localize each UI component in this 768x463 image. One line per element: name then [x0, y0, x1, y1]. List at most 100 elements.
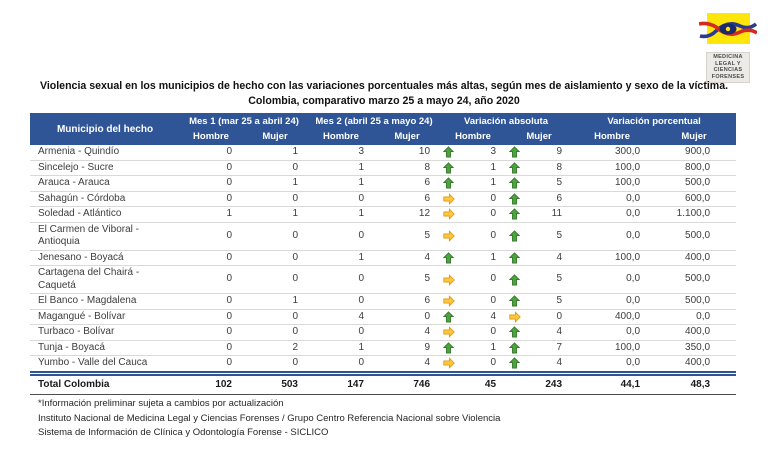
variacion-porcentual-mujer-cell: 900,0 [652, 145, 737, 161]
municipality-cell: Cartagena del Chairá - Caquetá [30, 265, 180, 294]
mes1-mujer-cell: 0 [242, 265, 308, 294]
report-subtitle: Colombia, comparativo marzo 25 a mayo 24… [248, 95, 520, 107]
mes1-hombre-cell: 0 [180, 250, 242, 266]
mes2-hombre-cell: 0 [308, 265, 374, 294]
variacion-value: 1 [490, 341, 497, 353]
table-row: El Carmen de Viboral - Antioquia 0 0 0 5 0 5 0,… [30, 222, 737, 251]
table-body: Armenia - Quindío 0 1 3 10 3 9 300,0 900,0 Sincel… [30, 145, 737, 374]
mes1-mujer-cell: 0 [242, 191, 308, 207]
variacion-value: 0 [490, 208, 497, 219]
mes2-mujer-cell: 8 [374, 160, 441, 176]
arrow-right-icon [443, 295, 455, 308]
variacion-value: 7 [556, 341, 563, 353]
variacion-porcentual-hombre-cell: 100,0 [572, 250, 653, 266]
mes1-mujer-cell: 1 [242, 175, 308, 192]
table-row: Arauca - Arauca 0 1 1 6 1 5 100,0 500,0 [30, 175, 737, 192]
mes1-mujer-cell: 0 [242, 324, 308, 341]
variacion-absoluta-hombre-cell: 0 [440, 324, 507, 341]
variacion-absoluta-hombre-cell: 1 [440, 175, 507, 192]
mes1-hombre-cell: 0 [180, 222, 242, 251]
arrow-up-icon [509, 162, 521, 174]
mes1-mujer-cell: 0 [242, 160, 308, 176]
arrow-right-icon [443, 326, 455, 339]
mes2-mujer-cell: 5 [374, 265, 441, 294]
variacion-porcentual-hombre-cell: 0,0 [572, 265, 653, 294]
col-group-mes1: Mes 1 (mar 25 a abril 24) [180, 113, 308, 130]
variacion-absoluta-hombre-cell: 0 [440, 222, 507, 251]
variacion-value: 3 [490, 146, 497, 157]
mes1-mujer-cell: 0 [242, 250, 308, 266]
table-row: Sincelejo - Sucre 0 0 1 8 1 8 100,0 800,0 [30, 160, 737, 176]
total-va-hombre-cell: 45 [440, 370, 507, 395]
mes2-hombre-cell: 0 [308, 191, 374, 207]
arrow-up-icon [509, 177, 521, 189]
mes2-mujer-cell: 0 [374, 309, 441, 325]
variacion-porcentual-hombre-cell: 300,0 [572, 145, 653, 161]
variacion-value: 11 [551, 208, 563, 219]
variacion-absoluta-mujer-cell: 4 [506, 250, 573, 266]
variacion-absoluta-hombre-cell: 1 [440, 340, 507, 356]
arrow-up-icon [443, 162, 455, 174]
mes2-mujer-cell: 4 [374, 324, 441, 341]
mes1-hombre-cell: 0 [180, 293, 242, 310]
logo-caption-line: LEGAL Y [715, 60, 741, 67]
mes2-mujer-cell: 6 [374, 191, 441, 207]
municipality-cell: Sahagún - Córdoba [30, 191, 180, 207]
municipality-cell: Tunja - Boyacá [30, 340, 180, 356]
variacion-value: 5 [556, 273, 563, 285]
total-va-mujer-cell: 243 [506, 370, 573, 395]
variacion-porcentual-hombre-cell: 0,0 [572, 191, 653, 207]
municipality-cell: Arauca - Arauca [30, 175, 180, 192]
col-group-mes2: Mes 2 (abril 25 a mayo 24) [308, 113, 441, 130]
mes2-hombre-cell: 0 [308, 222, 374, 251]
table-row: Jenesano - Boyacá 0 0 1 4 1 4 100,0 400,0 [30, 250, 737, 266]
total-vp-hombre-cell: 44,1 [572, 370, 653, 395]
variacion-absoluta-hombre-cell: 4 [440, 309, 507, 325]
mes2-mujer-cell: 10 [374, 145, 441, 161]
variacion-porcentual-hombre-cell: 0,0 [572, 206, 653, 223]
variacion-value: 9 [556, 146, 563, 157]
report-header: Violencia sexual en los municipios de he… [0, 80, 768, 107]
col-header-vp-mujer: Mujer [652, 130, 737, 145]
mes2-hombre-cell: 1 [308, 175, 374, 192]
variacion-absoluta-mujer-cell: 8 [506, 160, 573, 176]
col-header-mes2-mujer: Mujer [374, 130, 441, 145]
variacion-absoluta-hombre-cell: 1 [440, 160, 507, 176]
table-row: Turbaco - Bolívar 0 0 0 4 0 4 0,0 400,0 [30, 324, 737, 341]
mes2-hombre-cell: 3 [308, 145, 374, 161]
variacion-absoluta-mujer-cell: 9 [506, 145, 573, 161]
col-header-va-hombre: Hombre [440, 130, 507, 145]
mes1-hombre-cell: 0 [180, 160, 242, 176]
col-header-mes1-hombre: Hombre [180, 130, 242, 145]
mes1-mujer-cell: 1 [242, 145, 308, 161]
arrow-right-icon [509, 310, 521, 323]
variacion-absoluta-hombre-cell: 1 [440, 250, 507, 266]
mes1-hombre-cell: 0 [180, 191, 242, 207]
municipality-cell: Soledad - Atlántico [30, 206, 180, 223]
arrow-up-icon [443, 146, 455, 158]
table-header: Municipio del hecho Mes 1 (mar 25 a abri… [30, 113, 737, 145]
mes2-mujer-cell: 12 [374, 206, 441, 223]
eye-icon [698, 13, 758, 50]
arrow-up-icon [509, 273, 521, 286]
mes2-mujer-cell: 6 [374, 293, 441, 310]
mes2-mujer-cell: 9 [374, 340, 441, 356]
arrow-right-icon [443, 273, 455, 286]
variacion-value: 6 [556, 192, 563, 204]
variacion-absoluta-hombre-cell: 3 [440, 145, 507, 161]
mes1-mujer-cell: 1 [242, 293, 308, 310]
variacion-porcentual-mujer-cell: 500,0 [652, 175, 737, 192]
variacion-value: 1 [490, 177, 497, 188]
variacion-absoluta-mujer-cell: 7 [506, 340, 573, 356]
mes2-hombre-cell: 1 [308, 340, 374, 356]
col-header-mes1-mujer: Mujer [242, 130, 308, 145]
municipality-cell: Magangué - Bolívar [30, 309, 180, 325]
variacion-porcentual-hombre-cell: 0,0 [572, 293, 653, 310]
mes2-mujer-cell: 4 [374, 355, 441, 374]
variacion-absoluta-mujer-cell: 5 [506, 293, 573, 310]
variacion-value: 8 [556, 161, 563, 173]
mes2-hombre-cell: 0 [308, 355, 374, 374]
municipality-cell: Turbaco - Bolívar [30, 324, 180, 341]
variacion-value: 4 [556, 326, 563, 337]
arrow-up-icon [509, 342, 521, 354]
